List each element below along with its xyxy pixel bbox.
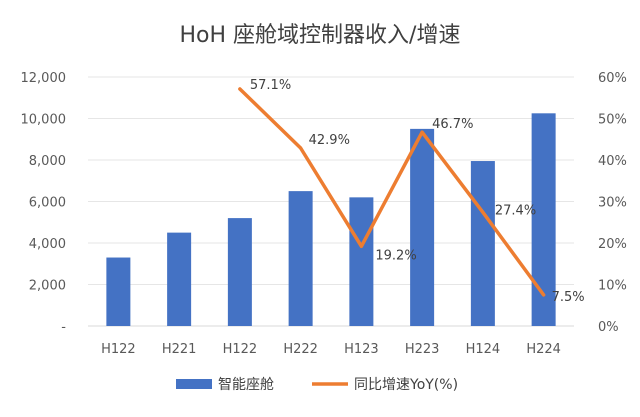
- x-tick-label: H124: [466, 342, 501, 357]
- data-label: 7.5%: [552, 290, 585, 305]
- bar: [531, 113, 556, 326]
- left-tick-label: 10,000: [21, 113, 67, 128]
- right-tick-label: 50%: [598, 113, 627, 128]
- series-line: [238, 87, 546, 297]
- chart-title: HoH 座舱域控制器收入/增速: [180, 23, 461, 48]
- x-tick-label: H223: [405, 342, 440, 357]
- data-label: 19.2%: [375, 248, 416, 263]
- line-point: [420, 130, 424, 134]
- line-series: [238, 87, 546, 297]
- data-label: 46.7%: [432, 117, 473, 132]
- data-label: 27.4%: [495, 203, 536, 218]
- line-point: [238, 87, 242, 91]
- legend: 智能座舱 同比增速YoY(%): [176, 377, 458, 393]
- bar: [106, 257, 131, 326]
- right-tick-label: 40%: [598, 154, 627, 169]
- x-tick-label: H222: [283, 342, 318, 357]
- left-tick-label: 2,000: [29, 279, 66, 294]
- legend-line-label: 同比增速YoY(%): [354, 377, 458, 393]
- x-tick-label: H123: [344, 342, 379, 357]
- right-tick-label: 60%: [598, 71, 627, 86]
- data-label: 42.9%: [309, 133, 350, 148]
- legend-bar-swatch: [176, 379, 212, 389]
- left-tick-label: 6,000: [29, 196, 66, 211]
- x-tick-label: H221: [162, 342, 197, 357]
- x-tick-label: H224: [526, 342, 561, 357]
- right-tick-label: 20%: [598, 237, 627, 252]
- bar-series: [106, 113, 556, 326]
- left-tick-label: -: [61, 320, 66, 335]
- line-point: [481, 210, 485, 214]
- left-tick-label: 12,000: [21, 71, 67, 86]
- bar: [470, 161, 495, 326]
- right-tick-label: 0%: [598, 320, 619, 335]
- x-axis: H122 H221 H122 H222 H123 H223 H124 H224: [101, 342, 561, 357]
- bar: [349, 197, 374, 326]
- line-point: [542, 293, 546, 297]
- left-tick-label: 4,000: [29, 237, 66, 252]
- data-labels: 57.1% 42.9% 19.2% 46.7% 27.4% 7.5%: [250, 78, 585, 305]
- right-tick-label: 30%: [598, 196, 627, 211]
- bar: [410, 128, 435, 326]
- legend-bar-label: 智能座舱: [218, 377, 274, 393]
- gridlines: [88, 76, 574, 327]
- x-tick-label: H122: [223, 342, 258, 357]
- bar: [288, 191, 313, 326]
- data-label: 57.1%: [250, 78, 291, 93]
- bar: [167, 232, 192, 326]
- bar: [227, 218, 252, 326]
- right-tick-label: 10%: [598, 279, 627, 294]
- left-tick-label: 8,000: [29, 154, 66, 169]
- left-axis: - 2,000 4,000 6,000 8,000 10,000 12,000: [21, 71, 67, 335]
- line-point: [359, 244, 363, 248]
- line-point: [299, 146, 303, 150]
- right-axis: 0% 10% 20% 30% 40% 50% 60%: [598, 71, 627, 335]
- x-tick-label: H122: [101, 342, 136, 357]
